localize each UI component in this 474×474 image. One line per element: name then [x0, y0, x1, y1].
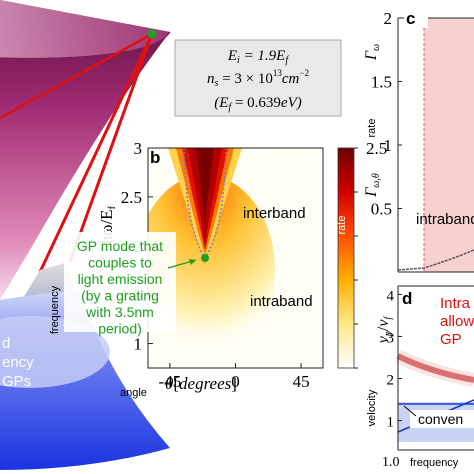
lower-cone-disk — [0, 316, 110, 388]
equation-line-1: Ei = 1.9Ef — [227, 48, 290, 66]
panel-b-emission-point — [201, 254, 209, 262]
panel-b-ytick-label: 2.5 — [121, 188, 142, 207]
dirac-cone-illustration: d ency GPs — [0, 0, 171, 470]
panel-d-ylabel: vp/vf — [375, 316, 394, 344]
upper-cone-rim — [0, 0, 170, 59]
cone-label-2: ency — [2, 354, 34, 371]
colorbar-label: rate — [336, 216, 348, 235]
dispersion-line-3 — [0, 32, 153, 120]
gp-annotation-line: GP mode that — [77, 238, 163, 254]
colorbar-ticks: 2.5 — [354, 139, 387, 369]
cone-label-1: d — [2, 335, 10, 352]
dispersion-line-1 — [38, 33, 154, 273]
panel-d-label: d — [402, 289, 412, 308]
panel-c-symbol: Γω — [363, 44, 382, 61]
panel-d-ytick-label: 4 — [387, 288, 395, 304]
panel-b-dispersion-left — [183, 148, 206, 259]
panel-c-ytick-label: 2 — [384, 9, 393, 28]
panel-b-dispersion-right — [204, 148, 227, 259]
panel-b-xtick-label: 0 — [231, 372, 240, 391]
gp-annotation-line: (by a grating — [81, 288, 159, 304]
colorbar-symbol: Γω,θ — [363, 173, 382, 198]
panel-c-label: c — [406, 9, 415, 28]
panel-d-annotation-line: Intra — [440, 295, 471, 312]
panel-b-xlabel-small: angle — [120, 387, 147, 399]
gp-point — [147, 29, 157, 39]
gp-annotation-line: with 3.5nm — [85, 304, 154, 320]
gp-annotation-line: couples to — [88, 255, 152, 271]
panel-c-ytick-label: 1.5 — [371, 73, 392, 92]
panel-d-y-ticks: 1 2 3 4 — [387, 288, 402, 431]
colorbar: 2.5 rate Γω,θ — [336, 139, 387, 369]
colorbar-bar — [337, 147, 355, 369]
upper-cone — [0, 0, 170, 300]
panel-c-region-label: intraband — [416, 211, 474, 228]
panel-b-xtick-label: 45 — [293, 372, 310, 391]
panel-d-gp-curve — [396, 353, 474, 383]
panel-d-ytick-label: 3 — [387, 330, 395, 346]
panel-d-annotation-line: GP — [440, 331, 462, 348]
panel-c-ytick-label: 0.5 — [371, 200, 392, 219]
panel-d-ytick-label: 1 — [387, 415, 395, 431]
panel-b-xtick-label: -45 — [159, 372, 182, 391]
panel-b-label: b — [150, 148, 160, 167]
panel-c-ytick-label: 1 — [384, 136, 393, 155]
panel-d-xtick-first: 1.0 — [382, 455, 400, 470]
panel-d-ytick-label: 2 — [387, 373, 395, 389]
panel-d-ylabel-small: velocity — [366, 389, 378, 426]
panel-b-x-ticks: -45 0 45 — [159, 363, 310, 391]
panel-d-band-label: conven — [418, 411, 463, 427]
gp-annotation-line: period) — [98, 321, 142, 337]
panel-b-ytick-label: 3 — [134, 139, 143, 158]
panel-b-xlabel: θ[degrees] — [165, 374, 237, 393]
panel-c-y-ticks: 0.5 1 1.5 2 — [371, 9, 402, 273]
panel-b-region-interband: interband — [243, 205, 306, 222]
equation-line-2: ns = 3 × 1013cm−2 — [207, 68, 309, 89]
panel-c-intraband-region — [424, 18, 474, 272]
panel-d-xlabel-small: frequency — [410, 457, 459, 469]
dispersion-line-2 — [68, 33, 154, 263]
panel-c: 0.5 1 1.5 2 c Γω rate intraband — [363, 8, 474, 273]
panel-b-ytick-label: 1 — [134, 335, 143, 354]
equation-line-3: (Ef = 0.639eV) — [214, 95, 302, 113]
colorbar-tick-label: 2.5 — [366, 139, 387, 158]
equation-box: Ei = 1.9Ef ns = 3 × 1013cm−2 (Ef = 0.639… — [174, 39, 342, 117]
panel-c-ylabel: rate — [366, 119, 378, 138]
gp-annotation-line: light emission — [78, 271, 163, 287]
panel-b-ylabel-small: frequency — [49, 285, 61, 334]
cone-label-3: GPs — [2, 373, 31, 390]
panel-d-annotation-line: allow — [440, 313, 474, 330]
panel-b-region-intraband: intraband — [250, 293, 313, 310]
panel-c-rate-curve — [397, 249, 474, 271]
